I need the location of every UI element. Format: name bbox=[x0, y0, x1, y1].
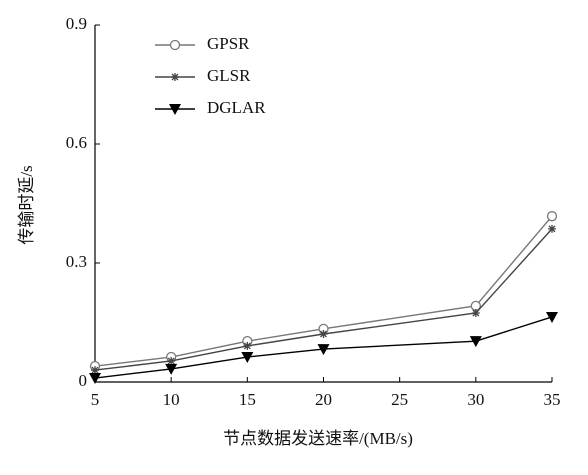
marker bbox=[548, 224, 556, 233]
x-axis-label: 节点数据发送速率/(MB/s) bbox=[223, 429, 413, 448]
marker bbox=[91, 366, 99, 375]
y-tick-label: 0.6 bbox=[66, 133, 87, 152]
y-tick-label: 0.9 bbox=[66, 14, 87, 33]
legend-label: GPSR bbox=[207, 34, 250, 53]
series-line bbox=[94, 228, 553, 371]
marker bbox=[167, 356, 176, 365]
x-tick-label: 5 bbox=[91, 390, 100, 409]
x-tick-label: 15 bbox=[239, 390, 256, 409]
marker bbox=[469, 336, 482, 348]
x-tick-label: 20 bbox=[315, 390, 332, 409]
marker bbox=[471, 308, 480, 317]
legend-marker bbox=[169, 104, 181, 115]
x-tick-label: 30 bbox=[467, 390, 484, 409]
x-tick-label: 25 bbox=[391, 390, 408, 409]
marker bbox=[546, 311, 558, 323]
marker bbox=[317, 344, 330, 356]
marker bbox=[243, 341, 252, 350]
marker bbox=[165, 363, 178, 375]
marker bbox=[319, 330, 328, 339]
marker bbox=[546, 211, 558, 222]
x-tick-label: 10 bbox=[163, 390, 180, 409]
y-tick-label: 0.3 bbox=[66, 252, 87, 271]
series-line bbox=[94, 316, 553, 379]
legend-marker bbox=[171, 73, 179, 81]
marker bbox=[241, 352, 254, 364]
legend-label: GLSR bbox=[207, 66, 251, 85]
legend-label: DGLAR bbox=[207, 98, 266, 117]
legend-marker bbox=[169, 39, 181, 51]
y-axis-label: 传输时延/s bbox=[17, 165, 36, 244]
marker bbox=[89, 373, 101, 385]
x-tick-label: 35 bbox=[544, 390, 561, 409]
series-line bbox=[94, 215, 553, 367]
y-tick-label: 0 bbox=[79, 371, 88, 390]
